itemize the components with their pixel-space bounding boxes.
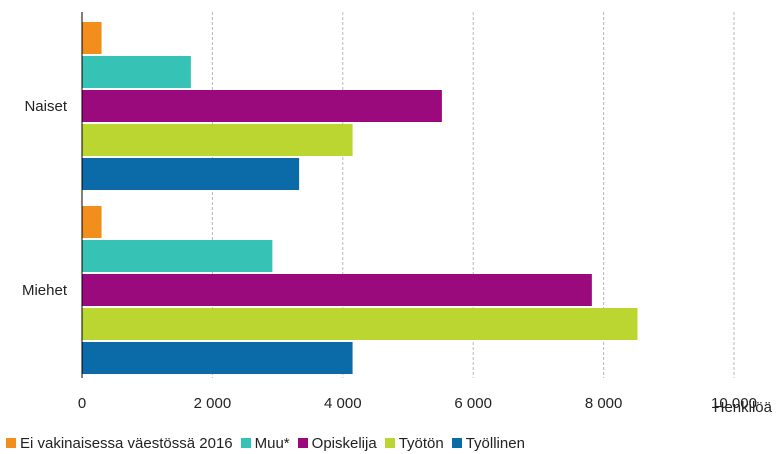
legend-swatch: [297, 438, 308, 448]
x-axis-ticks: 0 2 000 4 000 6 000 8 000 10 000: [78, 395, 757, 412]
bar-miehet-3: [82, 308, 638, 340]
bar-naiset-4: [82, 158, 300, 190]
x-tick-label: 4 000: [324, 395, 362, 412]
bar-miehet-4: [82, 342, 353, 374]
x-tick-label: 0: [78, 395, 86, 412]
legend-item: Työtön: [384, 434, 444, 452]
legend-swatch: [240, 438, 251, 448]
category-label: Miehet: [22, 282, 68, 299]
x-tick-label: 10 000: [711, 395, 757, 412]
legend-label: Työtön: [398, 434, 444, 452]
legend-item: Työllinen: [451, 434, 525, 452]
legend-label: Opiskelija: [311, 434, 377, 452]
bar-naiset-1: [82, 56, 191, 88]
bar-miehet-2: [82, 274, 592, 306]
bar-miehet-0: [82, 206, 102, 238]
legend: Ei vakinaisessa väestössä 2016 Muu* Opiske…: [6, 433, 533, 453]
x-tick-label: 2 000: [194, 395, 232, 412]
bar-naiset-0: [82, 22, 102, 54]
legend-item: Ei vakinaisessa väestössä 2016: [6, 435, 233, 452]
legend-label: Työllinen: [465, 434, 525, 452]
bar-naiset-3: [82, 124, 353, 156]
x-axis-label: Henkilöä: [714, 399, 773, 416]
category-labels: Naiset Miehet: [22, 98, 68, 299]
legend-label: Muu*: [254, 434, 290, 452]
bar-miehet-1: [82, 240, 273, 272]
category-label: Naiset: [24, 98, 67, 115]
bar-naiset-2: [82, 90, 442, 122]
legend-label: Ei vakinaisessa väestössä 2016: [20, 434, 233, 452]
legend-swatch: [451, 438, 462, 448]
bars: [82, 22, 638, 374]
x-tick-label: 8 000: [585, 395, 623, 412]
x-tick-label: 6 000: [454, 395, 492, 412]
legend-swatch: [6, 438, 16, 448]
legend-item: Opiskelija: [297, 434, 377, 452]
legend-item: Muu*: [240, 434, 290, 452]
legend-swatch: [384, 438, 395, 448]
